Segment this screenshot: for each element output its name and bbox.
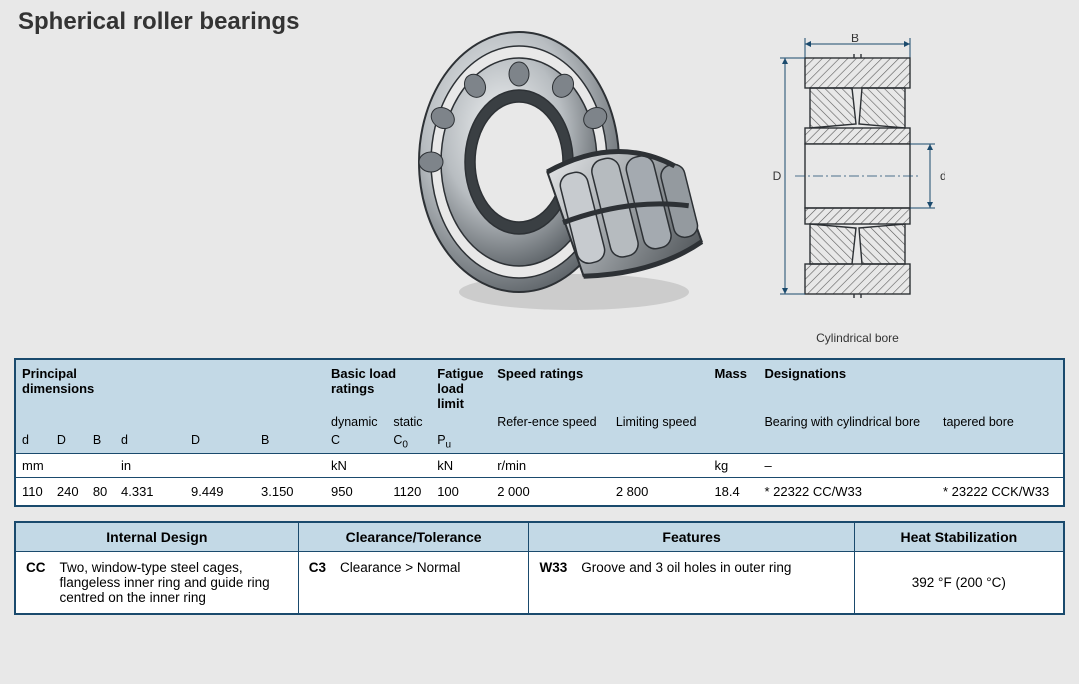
spec-table: Principal dimensions Basic load ratings … xyxy=(14,358,1065,507)
cell-heat: 392 °F (200 °C) xyxy=(854,551,1064,614)
diagram-caption: Cylindrical bore xyxy=(770,331,945,345)
features-code: W33 xyxy=(539,560,573,575)
sym-C0: C0 xyxy=(387,431,431,453)
val-lim-speed: 2 800 xyxy=(610,477,709,506)
hdr-fatigue: Fatigue load limit xyxy=(431,359,491,413)
cell-internal: CC Two, window-type steel cages, flangel… xyxy=(15,551,298,614)
val-B-mm: 80 xyxy=(87,477,115,506)
unit-kN-1: kN xyxy=(325,453,431,477)
col-heat: Heat Stabilization xyxy=(854,522,1064,552)
val-mass: 18.4 xyxy=(708,477,758,506)
val-Pu: 100 xyxy=(431,477,491,506)
unit-in: in xyxy=(115,453,325,477)
hdr-mass: Mass xyxy=(708,359,758,413)
dim-label-B: B xyxy=(851,34,859,45)
internal-code: CC xyxy=(26,560,52,605)
sym-d: d xyxy=(15,431,51,453)
unit-dash: – xyxy=(758,453,1064,477)
hdr-desig-tap: tapered bore xyxy=(937,413,1064,431)
cell-clearance: C3 Clearance > Normal xyxy=(298,551,529,614)
hdr-principal-dims: Principal dimensions xyxy=(15,359,115,413)
val-C: 950 xyxy=(325,477,387,506)
sym-B-in: B xyxy=(255,431,325,453)
hdr-static: static xyxy=(387,413,431,431)
internal-text: Two, window-type steel cages, flangeless… xyxy=(60,560,288,605)
bearing-3d-illustration xyxy=(414,12,714,322)
hdr-speed: Speed ratings xyxy=(491,359,708,413)
val-d-mm: 110 xyxy=(15,477,51,506)
val-D-mm: 240 xyxy=(51,477,87,506)
val-desig-cyl: * 22322 CC/W33 xyxy=(758,477,937,506)
val-ref-speed: 2 000 xyxy=(491,477,610,506)
val-d-in: 4.331 xyxy=(115,477,185,506)
clearance-code: C3 xyxy=(309,560,332,575)
val-D-in: 9.449 xyxy=(185,477,255,506)
sym-d-in: d xyxy=(115,431,185,453)
col-features: Features xyxy=(529,522,854,552)
hdr-ref-speed: Refer-ence speed xyxy=(491,413,610,431)
sym-D: D xyxy=(51,431,87,453)
sym-C: C xyxy=(325,431,387,453)
top-image-row: B xyxy=(14,40,1065,358)
sym-B: B xyxy=(87,431,115,453)
hdr-lim-speed: Limiting speed xyxy=(610,413,709,431)
features-table: Internal Design Clearance/Tolerance Feat… xyxy=(14,521,1065,615)
val-C0: 1120 xyxy=(387,477,431,506)
sym-D-in: D xyxy=(185,431,255,453)
val-desig-tap: * 23222 CCK/W33 xyxy=(937,477,1064,506)
cross-section-diagram: B xyxy=(770,34,945,345)
unit-rmin: r/min xyxy=(491,453,708,477)
unit-kN-2: kN xyxy=(431,453,491,477)
cell-features: W33 Groove and 3 oil holes in outer ring xyxy=(529,551,854,614)
dim-label-D: D xyxy=(773,169,782,183)
unit-kg: kg xyxy=(708,453,758,477)
hdr-desig-cyl: Bearing with cylindrical bore xyxy=(758,413,937,431)
clearance-text: Clearance > Normal xyxy=(340,560,460,575)
dim-label-d: d xyxy=(940,169,945,183)
hdr-basic-load: Basic load ratings xyxy=(325,359,431,413)
val-B-in: 3.150 xyxy=(255,477,325,506)
features-text: Groove and 3 oil holes in outer ring xyxy=(581,560,791,575)
col-internal-design: Internal Design xyxy=(15,522,298,552)
hdr-designations: Designations xyxy=(758,359,1064,413)
unit-mm: mm xyxy=(15,453,115,477)
hdr-dynamic: dynamic xyxy=(325,413,387,431)
sym-Pu: Pu xyxy=(431,431,491,453)
col-clearance: Clearance/Tolerance xyxy=(298,522,529,552)
